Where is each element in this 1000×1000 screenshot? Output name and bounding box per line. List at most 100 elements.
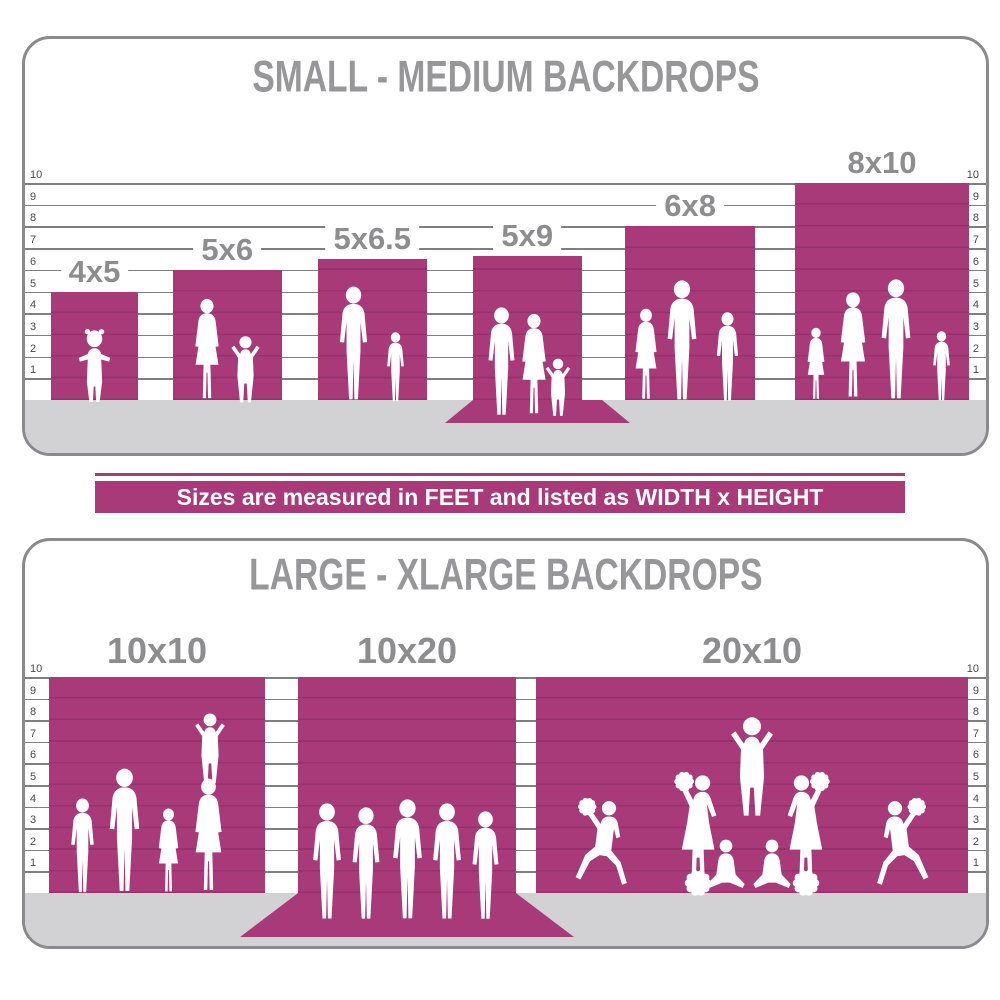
ruler-right-1ft: 1: [972, 364, 979, 377]
silhouettes-10x20: [313, 799, 499, 919]
panel-large-title-text: LARGE - XLARGE BACKDROPS: [248, 549, 763, 600]
ruler-left-10ft: 10: [30, 663, 43, 675]
size-label-8x10: 8x10: [839, 147, 925, 178]
size-label-4x5: 4x5: [60, 255, 129, 287]
ruler-left-4ft: 4: [30, 299, 37, 312]
ruler-left-5ft: 5: [30, 277, 37, 290]
silhouette-cheerleader-lunge: [877, 798, 928, 885]
measurement-banner-text: Sizes are measured in FEET and listed as…: [176, 484, 824, 510]
ruler-left-7ft: 7: [30, 234, 37, 247]
ruler-right-3ft: 3: [972, 320, 979, 333]
silhouette-child-cheering: [545, 358, 571, 416]
ruler-left-4ft: 4: [30, 792, 37, 805]
silhouettes-8x10: [807, 279, 950, 401]
ruler-left-1ft: 1: [30, 857, 37, 870]
backdrop-bar-5x6: 5x6: [173, 233, 282, 403]
ruler-left-2ft: 2: [30, 342, 37, 355]
ruler-right-6ft: 6: [972, 255, 979, 268]
ruler-right-5ft: 5: [972, 771, 979, 783]
silhouette-boy: [71, 798, 94, 893]
silhouette-woman: [195, 778, 222, 890]
silhouette-kneeling-base: [753, 839, 791, 888]
ruler-left-9ft: 9: [30, 190, 37, 203]
silhouette-woman: [840, 292, 866, 397]
ruler-left-6ft: 6: [30, 749, 37, 762]
size-label-5x6-5: 5x6.5: [325, 222, 420, 254]
ruler-right-2ft: 2: [972, 342, 979, 355]
ruler-right-1ft: 1: [972, 857, 979, 870]
backdrop-bar-8x10: 8x10: [795, 147, 969, 401]
ruler-right-10ft: 10: [966, 169, 979, 181]
ruler-right-4ft: 4: [972, 299, 979, 312]
size-label-10x10: 10x10: [98, 633, 216, 669]
silhouette-woman: [522, 313, 546, 414]
silhouette-child-cheering: [231, 336, 260, 403]
silhouette-man: [339, 286, 368, 400]
backdrop-bar-4x5: 4x5: [51, 255, 138, 402]
silhouette-girl: [158, 808, 179, 892]
ruler-right-5ft: 5: [972, 277, 979, 290]
ruler-left-5ft: 5: [30, 771, 37, 783]
silhouette-man: [472, 811, 499, 919]
backdrop-bar-5x9: 5x9: [473, 220, 582, 416]
silhouette-man: [352, 807, 380, 919]
silhouette-man: [393, 799, 422, 919]
silhouettes-5x6-5: [339, 286, 404, 402]
ruler-left-1ft: 1: [30, 364, 37, 377]
ruler-left-7ft: 7: [30, 727, 37, 740]
silhouettes-5x9: [488, 307, 571, 416]
ruler-right-9ft: 9: [972, 684, 979, 697]
ruler-right-6ft: 6: [972, 749, 979, 762]
size-label-10x20: 10x20: [348, 633, 466, 669]
size-label-6x8: 6x8: [656, 190, 724, 222]
backdrop-bar-6x8: 6x8: [625, 190, 756, 401]
panel-large-title: LARGE - XLARGE BACKDROPS: [25, 549, 986, 600]
backdrop-bar-10x10: 10x10: [49, 633, 265, 893]
silhouette-child-on-shoulders: [195, 713, 225, 784]
ruler-left-10ft: 10: [30, 169, 43, 181]
panel-small-title-text: SMALL - MEDIUM BACKDROPS: [251, 51, 760, 102]
ruler-left-2ft: 2: [30, 835, 37, 848]
silhouette-woman: [195, 298, 219, 399]
ruler-right-4ft: 4: [972, 792, 979, 805]
ruler-right-3ft: 3: [972, 814, 979, 827]
silhouettes-5x6: [195, 298, 260, 403]
chart-large-xlarge: 10 10 9 9 8 8 7 7 6 6 5 5 4 4 3 3 2 2 1 1 10x10 10x20: [25, 541, 986, 946]
ruler-right-8ft: 8: [972, 706, 979, 719]
ruler-right-2ft: 2: [972, 835, 979, 848]
silhouettes-6x8: [635, 280, 739, 401]
silhouette-man: [313, 803, 341, 919]
ruler-left-9ft: 9: [30, 684, 37, 697]
pom-pom-icon: [792, 870, 820, 896]
silhouette-man: [488, 307, 515, 415]
ruler-left-6ft: 6: [30, 255, 37, 268]
silhouette-boy: [387, 332, 404, 402]
banner-accent-line: [95, 473, 905, 476]
silhouette-girl: [807, 327, 825, 399]
ruler-right-7ft: 7: [972, 234, 979, 247]
chart-small-medium: 10 10 9 9 8 8 7 7 6 6 5 5 4 4 3 3 2 2 1 1 4x5 5x6 5x: [25, 39, 986, 453]
silhouette-woman: [635, 309, 657, 400]
size-label-5x9: 5x9: [493, 220, 562, 251]
size-label-20x10: 20x10: [693, 633, 811, 669]
silhouette-cheer-flyer: [731, 717, 773, 816]
ruler-right-8ft: 8: [972, 212, 979, 225]
panel-small-medium: SMALL - MEDIUM BACKDROPS 10 10 9 9 8 8 7 7 6 6 5 5 4…: [22, 36, 989, 456]
ruler-right-10ft: 10: [966, 663, 979, 675]
panel-large-xlarge: LARGE - XLARGE BACKDROPS 10 10 9 9 8 8 7 7 6 6 5 5 4…: [22, 538, 989, 949]
silhouette-boy: [933, 331, 950, 401]
gridline-9ft: [25, 204, 986, 207]
silhouette-man: [433, 803, 461, 919]
silhouette-cheerleader-lunge: [576, 798, 627, 885]
silhouette-boy: [716, 312, 739, 401]
pom-pom-icon: [684, 870, 712, 896]
ruler-right-9ft: 9: [972, 190, 979, 203]
measurement-banner: Sizes are measured in FEET and listed as…: [95, 481, 905, 513]
floor-sweep-10x20: [240, 893, 574, 937]
panel-small-title: SMALL - MEDIUM BACKDROPS: [25, 51, 986, 102]
silhouettes-10x10: [71, 713, 225, 893]
gridline-10ft: [25, 183, 986, 185]
silhouette-man: [109, 768, 140, 891]
silhouettes-20x10: [536, 717, 968, 896]
